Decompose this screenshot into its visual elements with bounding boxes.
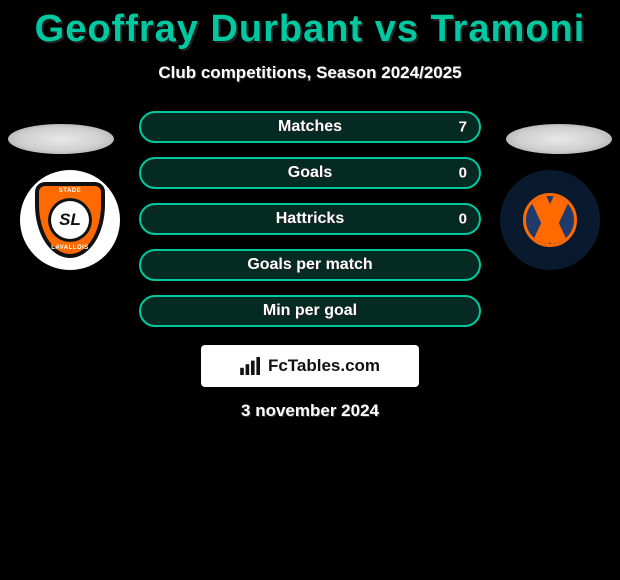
orb-icon (515, 180, 585, 260)
spotlight-left (8, 124, 114, 154)
orb-ring (523, 193, 577, 247)
shield-top-label: STADE (39, 188, 101, 194)
subtitle: Club competitions, Season 2024/2025 (0, 63, 620, 83)
date-text: 3 november 2024 (0, 401, 620, 421)
stat-row: Matches 7 (139, 111, 481, 143)
stat-right-value: 0 (459, 211, 467, 228)
shield-bottom-label: LAVALLOIS (39, 245, 101, 251)
stat-label: Goals per match (247, 256, 372, 274)
brand-box: FcTables.com (201, 345, 419, 387)
stat-label: Goals (288, 164, 332, 182)
stat-row: Goals per match (139, 249, 481, 281)
stat-right-value: 7 (459, 119, 467, 136)
stat-label: Matches (278, 118, 342, 136)
shield-monogram: SL (48, 198, 92, 242)
stat-label: Min per goal (263, 302, 357, 320)
stat-row: Hattricks 0 (139, 203, 481, 235)
stat-row: Goals 0 (139, 157, 481, 189)
shield-icon: STADE SL LAVALLOIS (35, 182, 105, 258)
club-badge-left: STADE SL LAVALLOIS (20, 170, 120, 270)
club-badge-right (500, 170, 600, 270)
bars-icon (240, 357, 262, 375)
brand-text: FcTables.com (268, 356, 380, 376)
spotlight-right (506, 124, 612, 154)
page-title: Geoffray Durbant vs Tramoni (0, 0, 620, 51)
stat-row: Min per goal (139, 295, 481, 327)
stat-label: Hattricks (276, 210, 344, 228)
stat-right-value: 0 (459, 165, 467, 182)
